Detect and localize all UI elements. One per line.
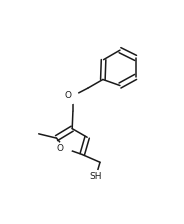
Text: O: O bbox=[57, 144, 64, 153]
Text: O: O bbox=[64, 91, 71, 100]
Text: SH: SH bbox=[89, 172, 102, 181]
